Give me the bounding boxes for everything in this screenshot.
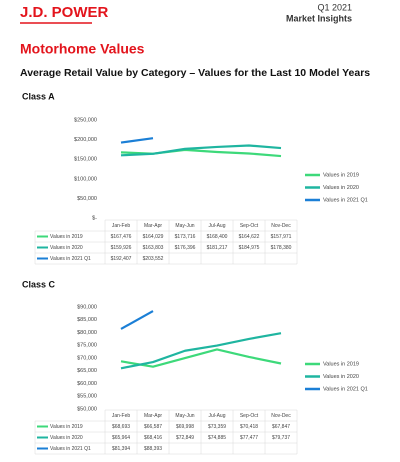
x-tick-label: Nov-Dec	[271, 413, 291, 419]
chart-title: Class C	[22, 279, 56, 289]
table-value: $164,029	[143, 234, 164, 240]
y-tick-label: $55,000	[77, 394, 97, 400]
table-series-name: Values in 2021 Q1	[50, 446, 91, 452]
table-value: $66,587	[144, 424, 162, 430]
table-value: $81,394	[112, 446, 130, 452]
legend-label: Values in 2021 Q1	[323, 197, 368, 203]
table-value: $203,552	[143, 256, 164, 262]
chart-title: Class A	[22, 91, 55, 101]
table-series-name: Values in 2019	[50, 234, 83, 240]
x-tick-label: Jan-Feb	[112, 413, 131, 419]
y-tick-label: $50,000	[77, 196, 97, 202]
table-value: $159,926	[111, 245, 132, 251]
table-value: $184,975	[239, 245, 260, 251]
table-series-name: Values in 2019	[50, 424, 83, 430]
series-line	[120, 310, 154, 330]
x-tick-label: Mar-Apr	[144, 223, 162, 229]
series-line	[120, 332, 282, 370]
series-line	[120, 348, 282, 368]
legend-label: Values in 2021 Q1	[323, 386, 368, 392]
x-tick-label: Mar-Apr	[144, 413, 162, 419]
table-value: $68,693	[112, 424, 130, 430]
x-tick-label: May-Jun	[175, 223, 194, 229]
y-tick-label: $150,000	[74, 157, 97, 163]
y-tick-label: $90,000	[77, 304, 97, 310]
table-value: $68,416	[144, 435, 162, 441]
legend-label: Values in 2020	[323, 374, 359, 380]
x-tick-label: Jan-Feb	[112, 223, 131, 229]
table-value: $67,847	[272, 424, 290, 430]
y-tick-label: $250,000	[74, 117, 97, 123]
brand: J.D. POWER	[20, 4, 109, 21]
table-value: $79,737	[272, 435, 290, 441]
table-value: $163,803	[143, 245, 164, 251]
page-title: Motorhome Values	[20, 41, 145, 57]
table-value: $164,622	[239, 234, 260, 240]
x-tick-label: Jul-Aug	[209, 223, 226, 229]
y-tick-label: $80,000	[77, 330, 97, 336]
y-tick-label: $75,000	[77, 343, 97, 349]
y-tick-label: $100,000	[74, 176, 97, 182]
series-line	[120, 137, 154, 144]
table-series-name: Values in 2020	[50, 435, 83, 441]
table-value: $77,477	[240, 435, 258, 441]
tagline: Market Insights	[286, 13, 352, 23]
x-tick-label: Nov-Dec	[271, 223, 291, 229]
y-tick-label: $85,000	[77, 317, 97, 323]
x-tick-label: Jul-Aug	[209, 413, 226, 419]
table-value: $72,849	[176, 435, 194, 441]
table-value: $73,359	[208, 424, 226, 430]
table-value: $65,964	[112, 435, 130, 441]
y-tick-label: $70,000	[77, 355, 97, 361]
y-tick-label: $65,000	[77, 368, 97, 374]
legend-label: Values in 2020	[323, 185, 359, 191]
period: Q1 2021	[317, 2, 352, 12]
x-tick-label: May-Jun	[175, 413, 194, 419]
table-series-name: Values in 2021 Q1	[50, 256, 91, 262]
y-tick-label: $-	[92, 215, 97, 221]
y-tick-label: $60,000	[77, 381, 97, 387]
legend-label: Values in 2019	[323, 172, 359, 178]
table-value: $178,380	[271, 245, 292, 251]
table-value: $176,396	[175, 245, 196, 251]
table-value: $192,407	[111, 256, 132, 262]
table-value: $74,885	[208, 435, 226, 441]
page-subtitle: Average Retail Value by Category – Value…	[20, 67, 370, 79]
table-value: $168,400	[207, 234, 228, 240]
table-value: $157,971	[271, 234, 292, 240]
x-tick-label: Sep-Oct	[240, 413, 259, 419]
table-value: $167,476	[111, 234, 132, 240]
table-value: $88,393	[144, 446, 162, 452]
table-value: $181,217	[207, 245, 228, 251]
table-value: $70,418	[240, 424, 258, 430]
legend-label: Values in 2019	[323, 361, 359, 367]
table-value: $69,998	[176, 424, 194, 430]
y-tick-label: $200,000	[74, 137, 97, 143]
table-series-name: Values in 2020	[50, 245, 83, 251]
table-value: $173,716	[175, 234, 196, 240]
series-line	[120, 144, 282, 157]
x-tick-label: Sep-Oct	[240, 223, 259, 229]
y-tick-label: $50,000	[77, 406, 97, 412]
